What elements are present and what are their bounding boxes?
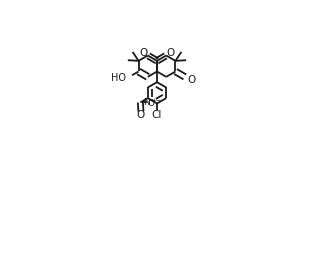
Text: O: O bbox=[139, 48, 147, 58]
Text: N$^+$: N$^+$ bbox=[143, 97, 158, 108]
Text: O: O bbox=[167, 48, 175, 58]
Text: Cl: Cl bbox=[152, 110, 162, 120]
Text: O: O bbox=[137, 110, 145, 120]
Text: O$^-$: O$^-$ bbox=[147, 97, 162, 108]
Text: O: O bbox=[187, 75, 196, 85]
Text: HO: HO bbox=[111, 73, 126, 83]
